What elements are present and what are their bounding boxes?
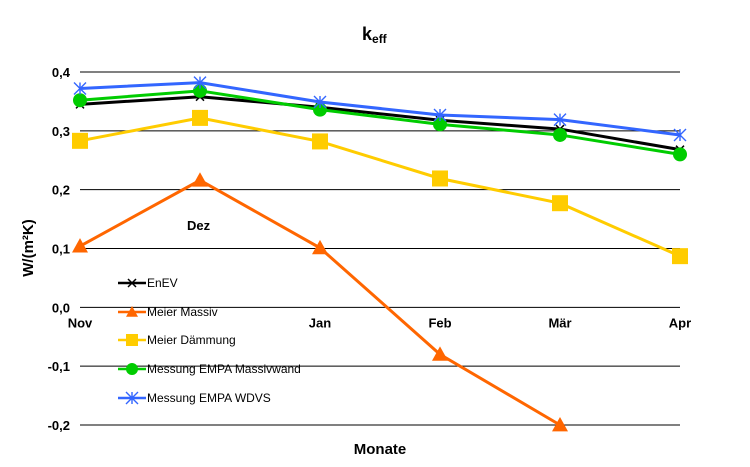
data-point — [673, 147, 687, 162]
legend-label: Meier Massiv — [147, 305, 218, 319]
legend-item: Meier Massiv — [118, 305, 218, 319]
series-line — [79, 178, 561, 427]
data-point — [192, 109, 208, 126]
data-point — [552, 417, 568, 432]
data-point — [126, 306, 138, 317]
data-point — [127, 278, 137, 288]
data-point — [673, 128, 687, 142]
legend: EnEV Meier Massiv Meier Dämmung Messung EMP… — [118, 276, 301, 405]
legend-item: Messung EMPA WDVS — [118, 391, 271, 405]
series-line — [79, 95, 681, 152]
series-messung-empa-wdvs — [73, 76, 687, 142]
data-point — [192, 172, 208, 187]
x-tick-label: Nov — [68, 315, 93, 330]
data-point — [193, 76, 207, 90]
chart-title-main: k — [362, 24, 373, 44]
legend-item: Messung EMPA Massivwand — [118, 362, 301, 376]
x-tick-label: Mär — [548, 315, 571, 330]
legend-label: EnEV — [147, 276, 178, 290]
legend-label: Meier Dämmung — [147, 333, 236, 347]
data-point — [125, 391, 139, 405]
series-meier-d-mmung — [72, 109, 688, 265]
series-line — [79, 89, 681, 156]
data-point — [432, 170, 448, 187]
data-point — [126, 363, 138, 375]
data-point — [193, 83, 207, 98]
y-tick-label: 0,3 — [52, 124, 70, 139]
y-tick-label: 0,2 — [52, 183, 70, 198]
dez-annotation: Dez — [187, 218, 211, 233]
legend-item: Meier Dämmung — [118, 333, 236, 347]
data-point — [73, 93, 87, 108]
data-point — [433, 108, 447, 122]
x-tick-label: Feb — [428, 315, 451, 330]
data-point — [126, 334, 138, 346]
legend-item: EnEV — [118, 276, 178, 290]
chart-title: keff — [362, 24, 388, 46]
data-point — [73, 81, 87, 95]
series-line — [79, 116, 681, 258]
data-point — [553, 113, 567, 127]
series-group — [72, 76, 688, 432]
series-line — [79, 81, 681, 137]
data-point — [553, 127, 567, 142]
x-tick-label: Apr — [669, 315, 691, 330]
y-tick-label: 0,1 — [52, 242, 70, 257]
data-point — [433, 117, 447, 132]
x-axis-title: Monate — [354, 441, 407, 458]
data-point — [312, 133, 328, 150]
series-meier-massiv — [72, 172, 568, 432]
y-tick-labels: 0,4 0,3 0,2 0,1 0,0 -0,1 -0,2 — [48, 65, 71, 433]
y-tick-label: -0,2 — [48, 418, 70, 433]
y-tick-label: 0,4 — [52, 65, 71, 80]
data-point — [72, 132, 88, 149]
chart-title-sub: eff — [372, 32, 388, 46]
legend-label: Messung EMPA WDVS — [147, 391, 271, 405]
data-point — [672, 248, 688, 265]
data-point — [552, 195, 568, 212]
data-point — [72, 238, 88, 253]
y-tick-label: -0,1 — [48, 359, 70, 374]
data-point — [432, 346, 448, 361]
y-axis-title: W/(m²K) — [20, 219, 37, 276]
y-tick-label: 0,0 — [52, 300, 70, 315]
x-tick-label: Jan — [309, 315, 331, 330]
x-tick-labels: Nov Jan Feb Mär Apr — [68, 315, 691, 330]
data-point — [313, 95, 327, 109]
legend-label: Messung EMPA Massivwand — [147, 362, 301, 376]
data-point — [312, 239, 328, 255]
